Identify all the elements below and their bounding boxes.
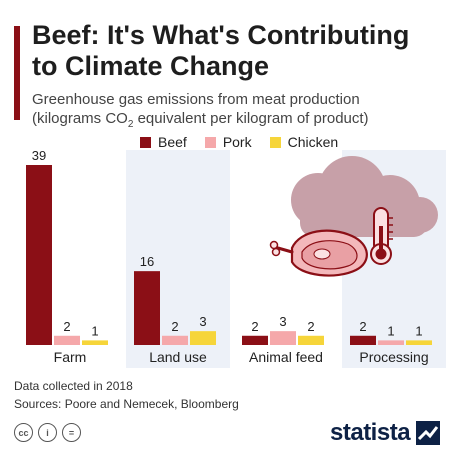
value-label-chicken-farm: 1 [91,323,98,338]
by-icon[interactable]: i [38,423,57,442]
bar-pork-animal-feed [270,331,296,345]
category-label-land-use: Land use [149,349,207,365]
legend-item-chicken: Chicken [269,134,339,150]
legend-swatch-pork [204,136,216,148]
category-label-farm: Farm [54,349,87,365]
value-label-chicken-processing: 1 [415,323,422,338]
legend-item-beef: Beef [140,134,187,150]
value-label-chicken-animal-feed: 2 [307,319,314,334]
value-label-pork-farm: 2 [63,319,70,334]
legend-label-chicken: Chicken [287,134,339,150]
category-label-processing: Processing [359,349,428,365]
license-icons: cc i = [14,423,81,442]
title-accent-bar [14,26,20,120]
subtitle-unit-sub: 2 [127,119,134,130]
legend-label-beef: Beef [158,134,187,150]
bar-beef-land-use [134,271,160,345]
legend-swatch-chicken [269,136,281,148]
bar-chicken-farm [82,340,108,345]
value-labels: 39 2 1 16 2 3 2 3 2 2 1 1 [32,148,423,338]
bar-beef-animal-feed [242,335,268,345]
legend-item-pork: Pork [204,134,252,150]
bar-chicken-processing [406,340,432,345]
steak-icon [269,229,368,277]
bar-pork-land-use [162,335,188,345]
category-labels: Farm Land use Animal feed Processing [54,349,429,365]
subtitle-main: Greenhouse gas emissions from meat produ… [32,91,360,108]
value-label-pork-processing: 1 [387,323,394,338]
bar-chicken-land-use [190,331,216,345]
value-label-chicken-land-use: 3 [199,314,206,329]
legend-label-pork: Pork [222,134,252,150]
sources-note: Sources: Poore and Nemecek, Bloomberg [14,397,239,411]
subtitle-unit-pre: (kilograms CO [32,110,128,127]
smoke-cloud-icon [291,156,438,237]
thermometer-icon [370,207,393,265]
value-label-beef-farm: 39 [32,148,46,163]
nd-icon[interactable]: = [62,423,81,442]
bar-beef-farm [26,165,52,345]
category-label-animal-feed: Animal feed [249,349,323,365]
value-label-pork-land-use: 2 [171,319,178,334]
statista-logo[interactable]: statista [330,419,441,447]
value-label-beef-land-use: 16 [140,254,154,269]
bars [26,165,432,345]
subtitle: Greenhouse gas emissions from meat produ… [32,90,442,134]
bar-pork-farm [54,335,80,345]
cc-icon[interactable]: cc [14,423,33,442]
bar-pork-processing [378,340,404,345]
value-label-beef-animal-feed: 2 [251,319,258,334]
page-title: Beef: It's What's Contributing to Climat… [32,20,410,81]
bar-beef-processing [350,335,376,345]
bar-chicken-animal-feed [298,335,324,345]
data-note: Data collected in 2018 [14,379,133,393]
brand-name: statista [330,419,411,446]
value-label-beef-processing: 2 [359,319,366,334]
legend-swatch-beef [140,136,151,148]
value-label-pork-animal-feed: 3 [279,314,286,329]
statista-mark-icon [416,421,441,445]
legend: Beef Pork Chicken [140,134,338,150]
meat-illustration [269,156,438,277]
subtitle-unit-post: equivalent per kilogram of product) [133,110,369,127]
